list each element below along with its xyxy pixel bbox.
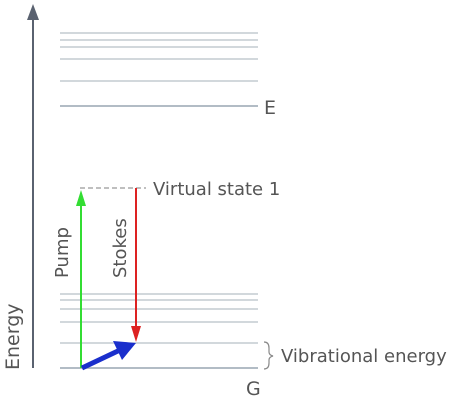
ground-state-label: G xyxy=(246,378,261,400)
pump-arrowhead xyxy=(76,190,86,206)
energy-axis-arrowhead xyxy=(27,4,39,20)
energy-axis-label: Energy xyxy=(2,303,24,370)
stokes-label: Stokes xyxy=(110,218,131,278)
excited-state-label: E xyxy=(264,97,276,119)
vibrational-brace xyxy=(263,341,274,370)
pump-label: Pump xyxy=(52,227,73,278)
stokes-arrowhead xyxy=(131,326,141,342)
vibrational-transition-arrowhead xyxy=(113,341,136,360)
vibrational-transition-arrow xyxy=(80,347,122,371)
vibrational-energy-label: Vibrational energy xyxy=(281,346,447,367)
virtual-state-label: Virtual state 1 xyxy=(153,179,280,200)
